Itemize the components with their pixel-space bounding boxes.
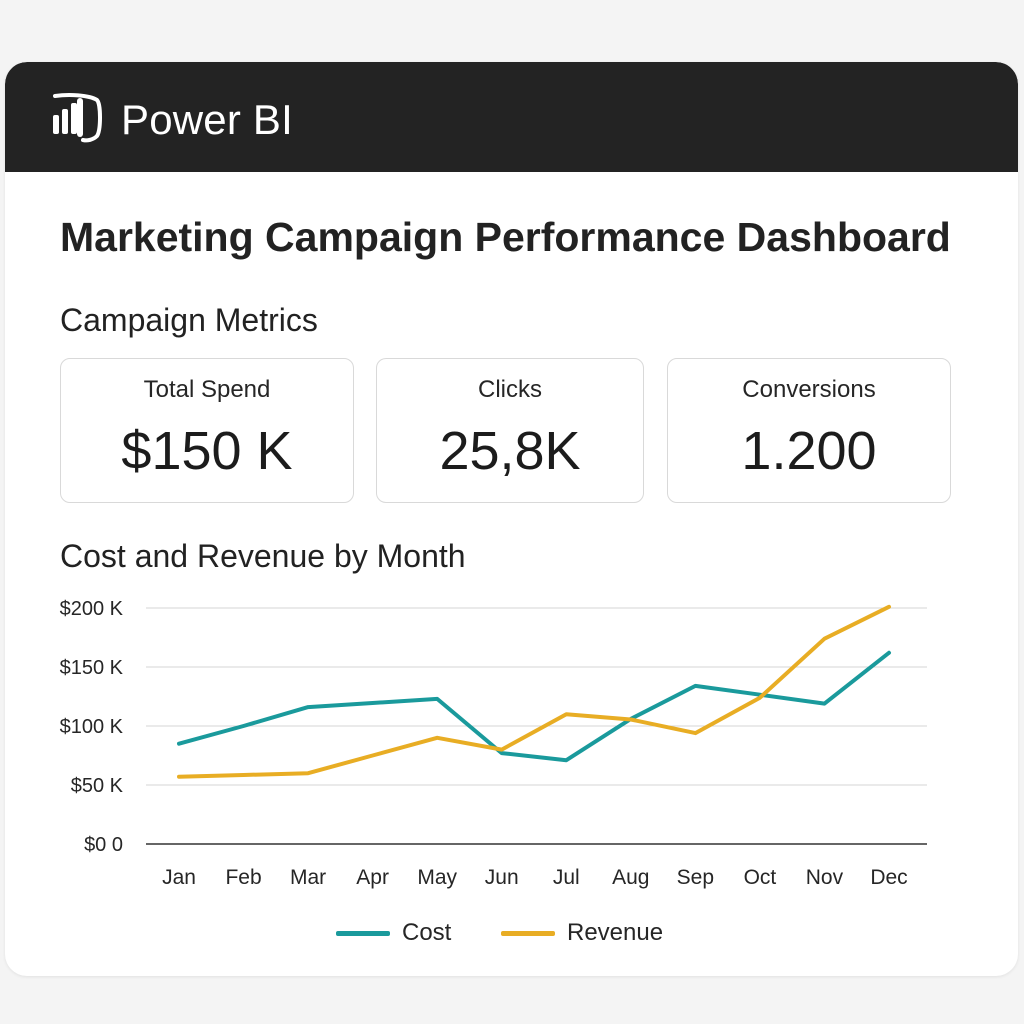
x-tick-label: May: [417, 866, 457, 889]
kpi-value: $150 K: [121, 421, 293, 481]
kpi-label: Conversions: [742, 376, 876, 403]
legend-swatch-revenue: [501, 930, 555, 936]
metrics-section-title: Campaign Metrics: [60, 302, 318, 338]
x-tick-label: Jul: [553, 866, 580, 889]
series-line-cost[interactable]: [177, 650, 891, 763]
kpi-card-total-spend[interactable]: Total Spend $150 K: [60, 358, 354, 503]
x-tick-label: Jun: [485, 866, 519, 889]
y-tick-label: $50 K: [71, 775, 124, 797]
legend-label: Revenue: [567, 919, 664, 946]
cost-revenue-line-chart: $0 0 $50 K $100 K $150 K $200 K Jan Feb Mar Apr M…: [60, 598, 927, 889]
kpi-label: Clicks: [478, 376, 542, 403]
x-tick-label: Oct: [744, 866, 777, 889]
x-tick-label: Feb: [225, 866, 261, 889]
legend-swatch-cost: [336, 930, 390, 936]
y-tick-label: $100 K: [60, 716, 124, 738]
y-tick-label: $200 K: [60, 598, 124, 620]
legend-label: Cost: [402, 919, 452, 946]
kpi-card-clicks[interactable]: Clicks 25,8K: [376, 358, 644, 503]
y-tick-label: $0 0: [84, 834, 123, 856]
kpi-value: 25,8K: [439, 421, 581, 481]
y-tick-label: $150 K: [60, 657, 124, 679]
legend-item-cost[interactable]: Cost: [336, 918, 451, 948]
x-tick-label: Sep: [677, 866, 714, 889]
chart-title: Cost and Revenue by Month: [60, 538, 466, 574]
kpi-card-conversions[interactable]: Conversions 1.200: [667, 358, 951, 503]
kpi-value: 1.200: [741, 421, 877, 481]
kpi-label: Total Spend: [143, 376, 271, 403]
x-tick-label: Mar: [290, 866, 326, 889]
power-bi-logo-icon: [53, 93, 102, 143]
app-brand: Power BI: [121, 96, 293, 143]
title-bar: Power BI: [5, 62, 1018, 172]
x-tick-label: Nov: [806, 866, 844, 889]
x-tick-label: Apr: [356, 866, 389, 889]
x-tick-label: Jan: [162, 866, 196, 889]
series-line-revenue[interactable]: [177, 604, 891, 779]
dashboard-window: Power BI Marketing Campaign Performance …: [5, 62, 1018, 976]
x-tick-label: Dec: [870, 866, 907, 889]
x-tick-label: Aug: [612, 866, 649, 889]
legend-item-revenue[interactable]: Revenue: [501, 918, 663, 948]
page-title: Marketing Campaign Performance Dashboard: [60, 214, 951, 260]
